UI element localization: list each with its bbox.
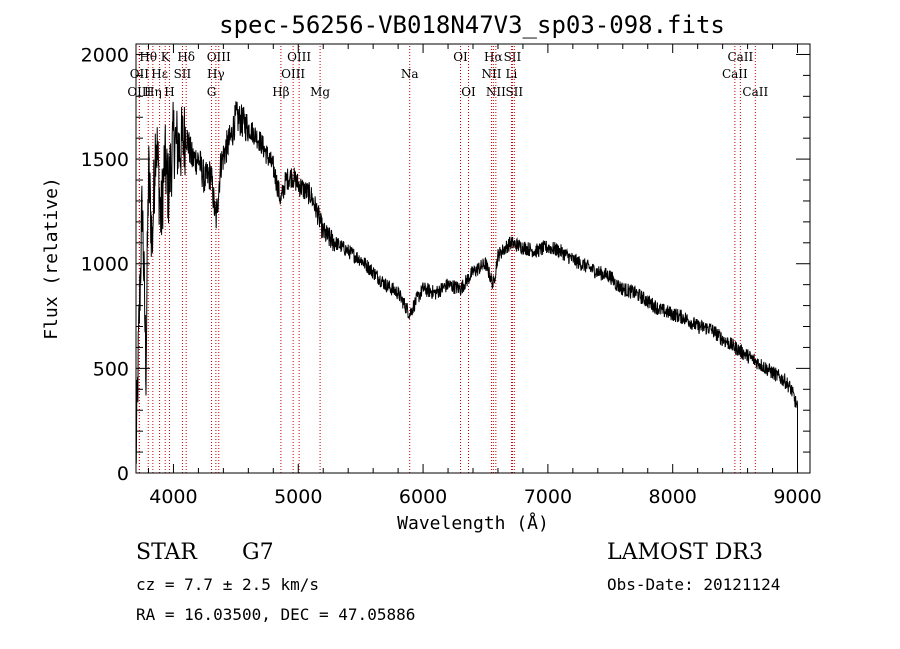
line-label: Hη [144,85,162,99]
x-tick-label: 6000 [399,486,447,508]
line-label: G [207,85,217,99]
line-label: OIII [127,85,151,99]
line-label: OIII [207,50,231,64]
line-label: OI [461,85,476,99]
line-label: Hθ [139,50,157,64]
x-tick-label: 8000 [649,486,697,508]
x-tick-label: 7000 [524,486,572,508]
line-label: Na [401,67,419,81]
line-label: CaII [742,85,768,99]
x-axis-label: Wavelength (Å) [397,512,549,534]
line-label: Hε [151,67,168,81]
line-label: H [164,85,174,99]
line-label: SII [505,85,523,99]
redshift-text: cz = 7.7 ± 2.5 km/s [136,575,320,594]
y-tick-label: 2000 [81,44,129,66]
line-label: Hγ [207,67,225,81]
spectrum-line [135,101,798,467]
x-tick-label: 9000 [773,486,821,508]
line-label: SII [504,50,522,64]
chart-title: spec-56256-VB018N47V3_sp03-098.fits [219,11,725,39]
line-label: SII [174,67,192,81]
x-tick-label: 4000 [149,486,197,508]
object-subclass: G7 [242,540,274,565]
obs-date-text: Obs-Date: 20121124 [607,575,781,594]
y-axis-label: Flux (relative) [41,177,62,340]
line-label: Hα [484,50,503,64]
line-label: NII [486,85,506,99]
line-label: K [161,50,171,64]
y-tick-label: 0 [117,463,129,485]
line-label: CaII [727,50,753,64]
line-label: OIII [287,50,311,64]
line-label: Mg [310,85,330,99]
line-label: OIII [281,67,305,81]
line-label: Hβ [272,85,289,99]
line-label: NII [481,67,501,81]
object-class: STAR [136,540,197,565]
line-label: Hδ [177,50,195,64]
y-tick-label: 500 [93,358,129,380]
line-label: OI [453,50,468,64]
y-tick-label: 1500 [81,149,129,171]
line-label: CaII [722,67,748,81]
x-tick-label: 5000 [274,486,322,508]
y-tick-label: 1000 [81,254,129,276]
survey-label: LAMOST DR3 [607,540,763,565]
line-label: Li [506,67,518,81]
coordinates-text: RA = 16.03500, DEC = 47.05886 [136,605,416,624]
